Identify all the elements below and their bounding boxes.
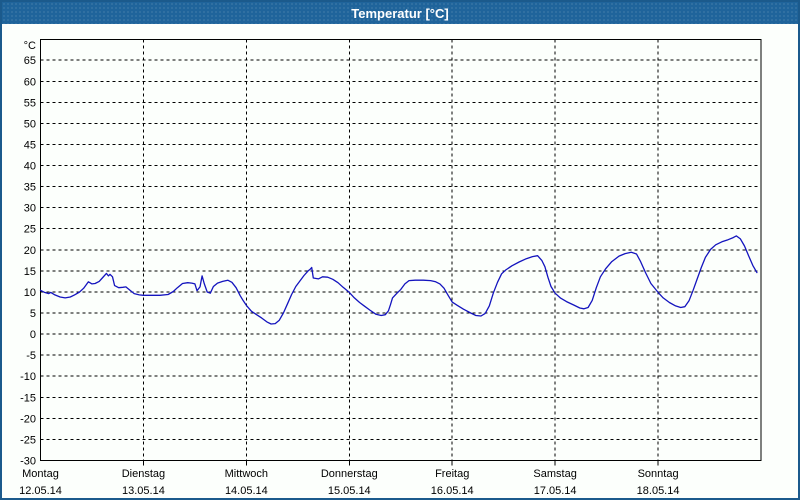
y-axis-tick-label: 40 [24, 161, 36, 173]
x-axis-date-label: 12.05.14 [19, 485, 62, 497]
y-axis-tick-label: -5 [26, 350, 36, 362]
window-title: Temperatur [°C] [351, 5, 449, 21]
y-axis-tick-label: 30 [24, 203, 36, 215]
x-axis-day-label: Montag [22, 468, 59, 480]
y-axis-tick-label: 20 [24, 245, 36, 257]
y-axis-tick-label: 45 [24, 139, 36, 151]
y-axis-tick-label: 60 [24, 76, 36, 88]
x-axis-date-label: 17.05.14 [534, 485, 577, 497]
window-titlebar[interactable]: Temperatur [°C] [2, 2, 798, 24]
x-axis-date-label: 18.05.14 [637, 485, 680, 497]
x-axis-date-label: 14.05.14 [225, 485, 268, 497]
x-axis-date-label: 13.05.14 [122, 485, 165, 497]
y-axis-tick-label: 10 [24, 287, 36, 299]
y-axis-tick-label: 15 [24, 266, 36, 278]
temperature-curve [39, 235, 758, 325]
x-axis-day-label: Sonntag [638, 468, 679, 480]
y-axis-tick-label: 55 [24, 97, 36, 109]
plot-border [40, 39, 762, 461]
y-axis-tick-label: -10 [20, 371, 36, 383]
y-axis-tick-label: -25 [20, 434, 36, 446]
x-axis-day-label: Mittwoch [225, 468, 268, 480]
x-axis-date-label: 15.05.14 [328, 485, 371, 497]
y-axis-tick-label: 25 [24, 224, 36, 236]
y-axis-tick-label: -20 [20, 413, 36, 425]
y-axis-tick-label: 65 [24, 55, 36, 67]
y-axis-tick-label: 0 [30, 329, 36, 341]
x-axis-date-label: 16.05.14 [431, 485, 474, 497]
y-axis-tick-label: 50 [24, 118, 36, 130]
y-axis-tick-label: -15 [20, 392, 36, 404]
x-axis-day-label: Samstag [533, 468, 576, 480]
y-axis-unit-label: °C [24, 40, 36, 52]
x-axis-day-label: Donnerstag [321, 468, 378, 480]
x-axis-day-label: Freitag [435, 468, 469, 480]
y-axis-tick-label: 5 [30, 308, 36, 320]
x-axis-day-label: Dienstag [122, 468, 165, 480]
y-axis-tick-label: -30 [20, 456, 36, 468]
y-axis-tick-label: 35 [24, 182, 36, 194]
